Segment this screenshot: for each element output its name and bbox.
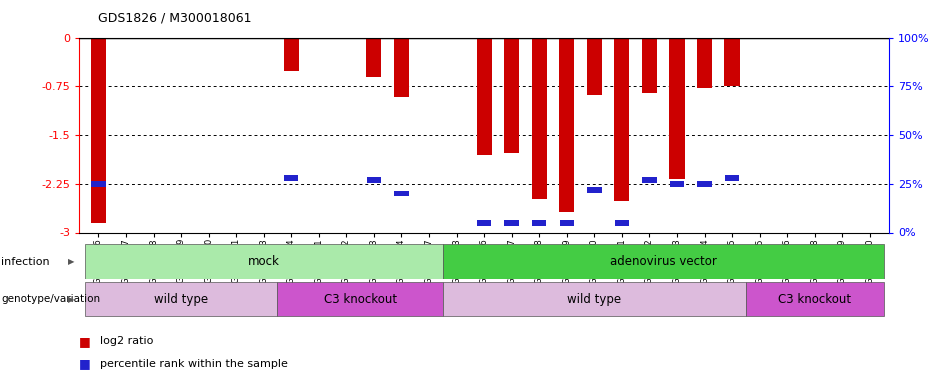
- Bar: [560, 220, 574, 226]
- Bar: [532, 220, 546, 226]
- Bar: [641, 38, 657, 93]
- Text: wild type: wild type: [154, 292, 209, 306]
- Bar: [725, 175, 739, 181]
- Bar: [284, 38, 299, 71]
- Bar: [697, 181, 711, 187]
- Bar: [587, 187, 601, 192]
- Bar: [277, 282, 443, 316]
- Bar: [85, 244, 443, 279]
- Bar: [505, 220, 519, 226]
- Bar: [669, 38, 684, 179]
- Text: mock: mock: [248, 255, 279, 268]
- Text: ■: ■: [79, 335, 91, 348]
- Bar: [642, 177, 656, 183]
- Text: GDS1826 / M300018061: GDS1826 / M300018061: [98, 11, 251, 24]
- Bar: [560, 38, 574, 212]
- Text: adenovirus vector: adenovirus vector: [610, 255, 717, 268]
- Text: ▶: ▶: [68, 295, 74, 304]
- Bar: [85, 282, 277, 316]
- Bar: [394, 190, 409, 196]
- Text: wild type: wild type: [567, 292, 621, 306]
- Bar: [746, 282, 884, 316]
- Text: C3 knockout: C3 knockout: [778, 292, 851, 306]
- Bar: [614, 38, 629, 201]
- Bar: [614, 220, 629, 226]
- Text: ▶: ▶: [68, 257, 74, 266]
- Text: C3 knockout: C3 knockout: [324, 292, 397, 306]
- Bar: [91, 38, 106, 223]
- Bar: [284, 175, 299, 181]
- Bar: [504, 38, 519, 153]
- Bar: [697, 38, 712, 88]
- Text: infection: infection: [1, 256, 49, 267]
- Bar: [587, 38, 602, 95]
- Text: ■: ■: [79, 357, 91, 370]
- Text: percentile rank within the sample: percentile rank within the sample: [100, 359, 288, 369]
- Bar: [394, 38, 409, 97]
- Bar: [532, 38, 546, 199]
- Text: genotype/variation: genotype/variation: [1, 294, 100, 304]
- Bar: [366, 38, 382, 76]
- Bar: [669, 181, 684, 187]
- Text: log2 ratio: log2 ratio: [100, 336, 153, 346]
- Bar: [367, 177, 381, 183]
- Bar: [443, 244, 884, 279]
- Bar: [477, 220, 492, 226]
- Bar: [443, 282, 746, 316]
- Bar: [477, 38, 492, 154]
- Bar: [724, 38, 739, 86]
- Bar: [91, 181, 105, 187]
